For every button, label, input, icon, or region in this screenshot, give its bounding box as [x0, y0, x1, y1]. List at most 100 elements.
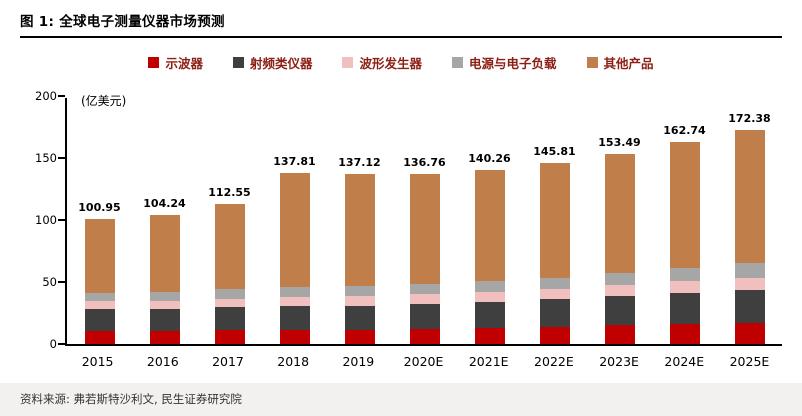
- legend: 示波器 射频类仪器 波形发生器 电源与电子负载 其他产品: [0, 53, 802, 72]
- bar-segment: [84, 301, 115, 310]
- bar-total-label: 136.76: [403, 156, 446, 170]
- bar-segment: [734, 290, 765, 323]
- bar-segment: [604, 285, 635, 297]
- plot-area: (亿美元) 100.95 104.24 112.55 137.81 137.12 136.…: [35, 89, 782, 351]
- x-axis-labels: 2015 2016 2017 2018 2019 2020E 2021E 2022E 2023E…: [65, 354, 782, 369]
- bar-segment: [539, 277, 570, 289]
- y-axis-tick-mark: [58, 343, 65, 345]
- bar-segment: [474, 301, 505, 328]
- legend-swatch: [232, 57, 244, 68]
- bars-container: 100.95 104.24 112.55 137.81 137.12 136.76 140.…: [67, 98, 782, 344]
- bar-segment: [214, 289, 245, 299]
- legend-label: 射频类仪器: [249, 56, 313, 71]
- legend-label: 电源与电子负载: [469, 56, 557, 71]
- bar-segment: [734, 277, 765, 291]
- bar-segment: [84, 330, 115, 344]
- bar-segment: [344, 305, 375, 330]
- x-axis-label: 2024E: [664, 354, 705, 369]
- y-axis-tick-mark: [58, 281, 65, 283]
- bar-segment: [84, 309, 115, 331]
- bar-segment: [669, 268, 700, 282]
- x-axis-label: 2023E: [599, 354, 639, 369]
- bar-segment: [539, 326, 570, 344]
- bar-segment: [214, 330, 245, 344]
- bar-segment: [604, 153, 635, 274]
- bar-segment: [474, 281, 505, 292]
- bar-column: 145.81: [522, 98, 587, 344]
- bar-segment: [344, 295, 375, 306]
- bar-column: 172.38: [717, 98, 782, 344]
- legend-item: 波形发生器: [342, 53, 422, 72]
- figure-title: 图 1: 全球电子测量仪器市场预测: [20, 10, 782, 38]
- bar-column: 137.81: [262, 98, 327, 344]
- x-axis-label: 2020E: [403, 354, 444, 369]
- bar-segment: [669, 324, 700, 344]
- y-axis-tick-label: 100: [35, 213, 57, 227]
- bar-segment: [149, 214, 180, 292]
- bar-segment: [409, 329, 440, 344]
- bar-segment: [474, 291, 505, 302]
- x-axis-label: 2016: [146, 354, 179, 369]
- bar-total-label: 104.24: [143, 196, 186, 210]
- bar-total-label: 153.49: [598, 135, 641, 149]
- x-axis-label: 2019: [342, 354, 375, 369]
- bar-segment: [409, 293, 440, 304]
- bar-segment: [344, 174, 375, 286]
- bar-segment: [409, 303, 440, 330]
- bar-total-label: 162.74: [663, 124, 706, 138]
- bar-segment: [279, 287, 310, 297]
- legend-item: 电源与电子负载: [452, 53, 557, 72]
- bar-column: 137.12: [327, 98, 392, 344]
- bar-column: 140.26: [457, 98, 522, 344]
- bar-column: 100.95: [67, 98, 132, 344]
- legend-swatch: [586, 57, 598, 68]
- legend-swatch: [342, 57, 354, 68]
- bar-segment: [149, 300, 180, 309]
- bar-segment: [84, 292, 115, 301]
- bar-column: 153.49: [587, 98, 652, 344]
- y-axis-tick-mark: [58, 157, 65, 159]
- bar-segment: [604, 273, 635, 286]
- bar-segment: [214, 298, 245, 308]
- bar-segment: [734, 263, 765, 278]
- bar-total-label: 145.81: [533, 145, 576, 159]
- bar-column: 162.74: [652, 98, 717, 344]
- bar-total-label: 137.12: [338, 156, 381, 170]
- bar-segment: [149, 330, 180, 344]
- x-axis-label: 2022E: [534, 354, 574, 369]
- x-axis-label: 2018: [277, 354, 310, 369]
- bar-column: 136.76: [392, 98, 457, 344]
- bar-column: 104.24: [132, 98, 197, 344]
- x-axis-label: 2015: [81, 354, 114, 369]
- y-axis-unit-label: (亿美元): [81, 94, 127, 108]
- bar-segment: [604, 325, 635, 344]
- bar-total-label: 140.26: [468, 152, 511, 166]
- legend-label: 其他产品: [603, 56, 654, 71]
- y-axis-tick-label: 50: [42, 275, 57, 289]
- bar-total-label: 137.81: [273, 155, 316, 169]
- legend-swatch: [452, 57, 463, 68]
- bar-segment: [149, 291, 180, 301]
- bar-segment: [539, 288, 570, 300]
- y-axis-tick-label: 150: [35, 151, 57, 165]
- bar-segment: [279, 296, 310, 307]
- y-axis-tick-label: 0: [49, 337, 57, 351]
- figure-header: 图 1: 全球电子测量仪器市场预测: [0, 0, 802, 38]
- x-axis-label: 2021E: [468, 354, 509, 369]
- bar-segment: [669, 293, 700, 325]
- y-axis-tick-label: 200: [35, 89, 57, 103]
- bar-segment: [539, 163, 570, 278]
- legend-label: 示波器: [165, 56, 203, 71]
- bar-total-label: 112.55: [208, 186, 251, 200]
- bar-segment: [344, 329, 375, 344]
- legend-item: 其他产品: [586, 53, 654, 72]
- bar-segment: [669, 281, 700, 294]
- bar-segment: [84, 218, 115, 293]
- x-axis-label: 2025E: [729, 354, 770, 369]
- bar-segment: [214, 204, 245, 290]
- bar-segment: [474, 327, 505, 344]
- source-note: 资料来源: 弗若斯特沙利文, 民生证券研究院: [0, 383, 802, 416]
- legend-item: 示波器: [148, 53, 203, 72]
- bar-segment: [409, 283, 440, 294]
- chart: (亿美元) 100.95 104.24 112.55 137.81 137.12 136.…: [35, 89, 782, 369]
